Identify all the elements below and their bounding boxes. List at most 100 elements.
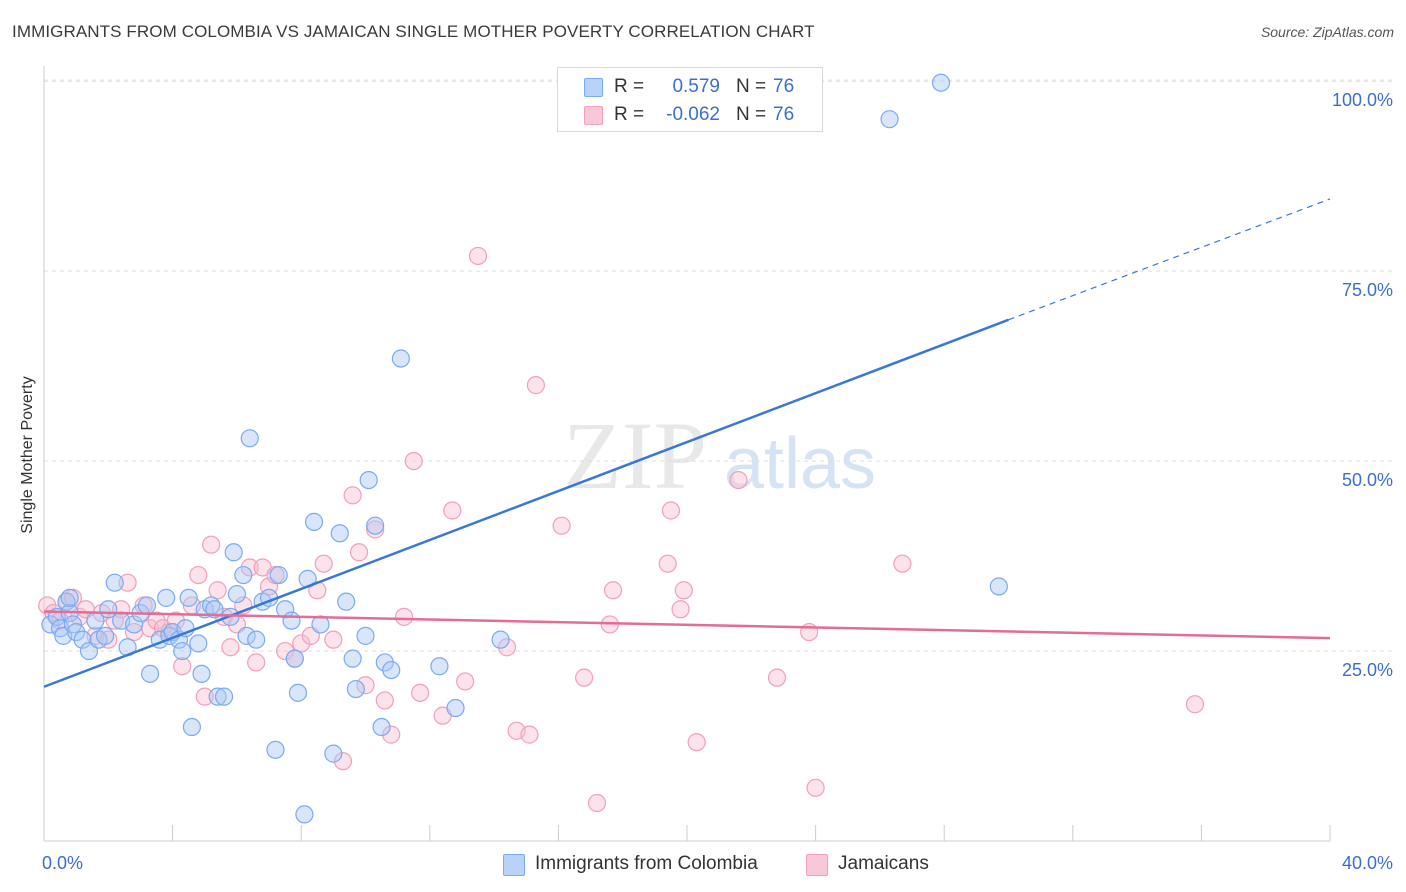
point-colombia: [247, 630, 266, 649]
point-jamaicans: [366, 520, 385, 539]
point-jamaicans: [292, 634, 311, 653]
point-jamaicans: [587, 793, 607, 813]
point-colombia: [356, 626, 375, 645]
point-jamaicans: [671, 600, 690, 619]
point-jamaicans: [1185, 695, 1205, 714]
stats-n-label: N =: [736, 104, 767, 125]
point-colombia: [95, 626, 115, 645]
point-jamaicans: [314, 554, 333, 573]
stats-n-value: 76: [773, 104, 795, 125]
point-colombia: [205, 600, 224, 619]
point-colombia: [224, 543, 243, 562]
point-colombia: [208, 687, 227, 706]
point-colombia: [931, 73, 951, 92]
source-label: Source: ZipAtlas.com: [1260, 24, 1394, 40]
point-jamaicans: [456, 672, 475, 691]
point-colombia: [227, 584, 246, 604]
point-jamaicans: [208, 581, 227, 600]
trend-line-jamaicans: [43, 610, 1331, 640]
point-colombia: [192, 664, 211, 683]
legend-swatch-colombia: [503, 854, 525, 876]
point-jamaicans: [687, 733, 706, 752]
point-colombia: [343, 649, 362, 668]
point-jamaicans: [575, 668, 594, 687]
point-colombia: [214, 687, 234, 706]
point-jamaicans: [767, 668, 787, 687]
point-colombia: [137, 596, 156, 615]
point-colombia: [140, 664, 160, 683]
point-jamaicans: [411, 683, 430, 702]
point-colombia: [240, 429, 259, 448]
stats-swatch-jamaicans: [584, 106, 603, 125]
trend-lines: [43, 198, 1331, 688]
point-colombia: [304, 512, 324, 531]
legend-label-jamaicans: Jamaicans: [838, 853, 929, 874]
y-tick-label: 50.0%: [1342, 470, 1393, 490]
y-tick-label: 100.0%: [1332, 90, 1393, 110]
point-jamaicans: [468, 246, 488, 266]
point-colombia: [359, 470, 378, 490]
stats-row-jamaicans: R = -0.062 N = 76: [558, 101, 822, 129]
point-jamaicans: [276, 641, 295, 661]
legend-label-colombia: Immigrants from Colombia: [535, 853, 758, 874]
data-points: [38, 73, 1205, 824]
point-colombia: [989, 577, 1008, 596]
point-jamaicans: [349, 543, 369, 562]
point-jamaicans: [118, 573, 137, 592]
point-jamaicans: [382, 725, 401, 744]
point-jamaicans: [729, 470, 748, 490]
point-colombia: [124, 615, 144, 634]
y-tick-label: 25.0%: [1342, 660, 1393, 680]
point-colombia: [430, 657, 449, 676]
point-colombia: [67, 622, 86, 642]
point-colombia: [266, 740, 285, 759]
stats-n-value: 76: [773, 76, 795, 97]
point-jamaicans: [552, 516, 571, 535]
watermark: ZIP atlas: [563, 402, 876, 509]
point-jamaicans: [343, 486, 362, 505]
tick-labels: 25.0% 50.0% 75.0% 100.0% 0.0% 40.0%: [42, 90, 1393, 873]
point-jamaicans: [658, 554, 677, 573]
trend-line-colombia-extension: [1008, 198, 1331, 321]
trend-line-colombia: [43, 318, 1009, 688]
point-colombia: [295, 805, 314, 824]
point-jamaicans: [806, 778, 825, 797]
point-colombia: [60, 588, 79, 607]
point-jamaicans: [404, 451, 423, 471]
point-colombia: [372, 717, 391, 737]
point-colombia: [330, 524, 349, 543]
point-colombia: [269, 565, 288, 585]
x-tick-label: 0.0%: [42, 853, 83, 873]
stats-r-label: R =: [614, 104, 645, 125]
point-colombia: [375, 653, 394, 672]
point-jamaicans: [603, 581, 623, 600]
point-colombia: [285, 649, 304, 668]
point-colombia: [880, 110, 899, 129]
point-colombia: [282, 611, 301, 630]
point-jamaicans: [661, 501, 681, 520]
point-jamaicans: [375, 691, 394, 710]
point-jamaicans: [893, 554, 912, 573]
point-jamaicans: [195, 687, 214, 706]
point-colombia: [324, 744, 343, 763]
point-jamaicans: [356, 676, 375, 695]
point-colombia: [157, 588, 176, 607]
point-jamaicans: [324, 630, 343, 649]
point-colombia: [382, 660, 401, 680]
point-colombia: [105, 573, 124, 592]
point-colombia: [179, 588, 198, 607]
watermark-atlas: atlas: [724, 424, 876, 504]
y-tick-label: 75.0%: [1342, 280, 1393, 300]
point-jamaicans: [674, 581, 693, 600]
point-colombia: [173, 641, 192, 661]
point-colombia: [366, 516, 385, 535]
point-colombia: [337, 592, 356, 611]
stats-swatch-colombia: [584, 78, 603, 97]
watermark-zip: ZIP: [563, 402, 707, 509]
point-jamaicans: [443, 501, 462, 520]
legend: Immigrants from Colombia Jamaicans: [0, 852, 1406, 878]
x-tick-label: 40.0%: [1342, 853, 1393, 873]
point-jamaicans: [189, 565, 208, 585]
point-jamaicans: [166, 611, 185, 630]
stats-box: R = 0.579 N = 76 R = -0.062 N = 76: [557, 67, 823, 132]
